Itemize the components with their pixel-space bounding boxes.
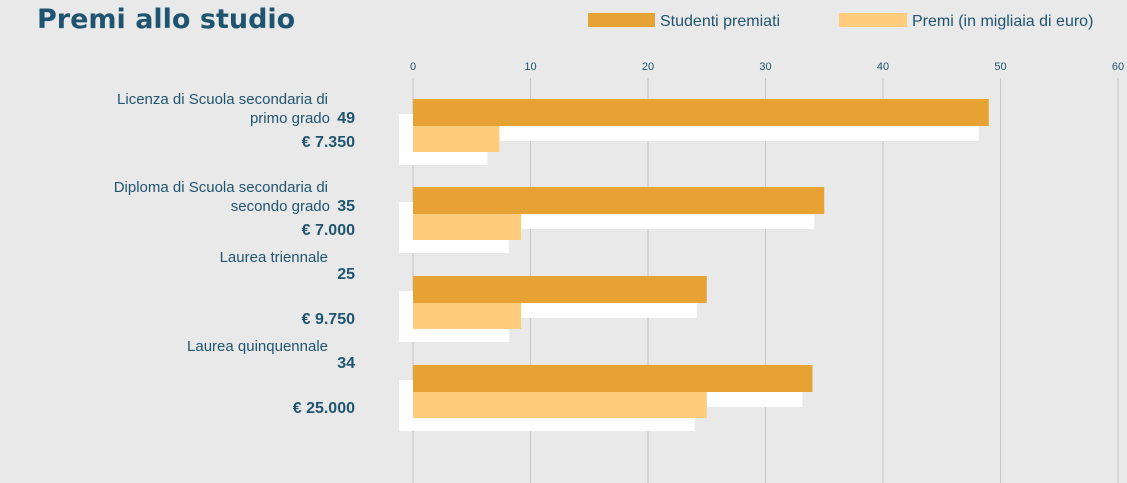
legend-label-prizes: Premi (in migliaia di euro)	[912, 13, 1093, 30]
bars	[413, 99, 989, 418]
category-labels: Licenza di Scuola secondaria di primo gra…	[114, 91, 355, 417]
category-label-1-line-0: Diploma di Scuola secondaria di	[114, 179, 328, 196]
bar-prizes-3	[413, 392, 707, 418]
category-label-3-line-0: Laurea quinquennale	[187, 338, 328, 355]
x-tick-label-30: 30	[759, 61, 771, 73]
students-value-label-3: 34	[337, 355, 355, 372]
prize-value-label-2: € 9.750	[302, 311, 355, 328]
category-label-2-line-0: Laurea triennale	[220, 249, 328, 266]
legend-swatch-prizes	[839, 13, 907, 27]
x-tick-label-0: 0	[410, 61, 416, 73]
bar-students-3	[413, 365, 813, 392]
bar-prizes-1	[413, 214, 522, 240]
x-tick-label-10: 10	[524, 61, 536, 73]
legend-swatch-students	[588, 13, 655, 27]
bar-prizes-2	[413, 303, 522, 329]
legend: Studenti premiati Premi (in migliaia di …	[588, 13, 1093, 30]
x-tick-label-50: 50	[994, 61, 1006, 73]
prize-value-label-3: € 25.000	[293, 400, 355, 417]
prize-value-label-1: € 7.000	[302, 222, 355, 239]
students-value-label-2: 25	[337, 266, 355, 283]
x-axis-ticks: 0 10 20 30 40 50 60	[410, 61, 1124, 73]
bar-students-1	[413, 187, 825, 214]
category-label-0-line-0: Licenza di Scuola secondaria di	[117, 91, 328, 108]
x-tick-label-20: 20	[642, 61, 654, 73]
students-value-label-0: 49	[337, 110, 355, 127]
prize-value-label-0: € 7.350	[302, 134, 355, 151]
category-label-0-line-1: primo grado	[250, 110, 330, 127]
x-tick-label-60: 60	[1112, 61, 1124, 73]
category-label-1-line-1: secondo grado	[231, 198, 330, 215]
bar-students-2	[413, 276, 707, 303]
chart-title: Premi allo studio	[37, 4, 295, 35]
x-tick-label-40: 40	[877, 61, 889, 73]
bar-prizes-0	[413, 126, 500, 152]
bar-students-0	[413, 99, 989, 126]
students-value-label-1: 35	[337, 198, 355, 215]
legend-label-students: Studenti premiati	[660, 13, 780, 30]
